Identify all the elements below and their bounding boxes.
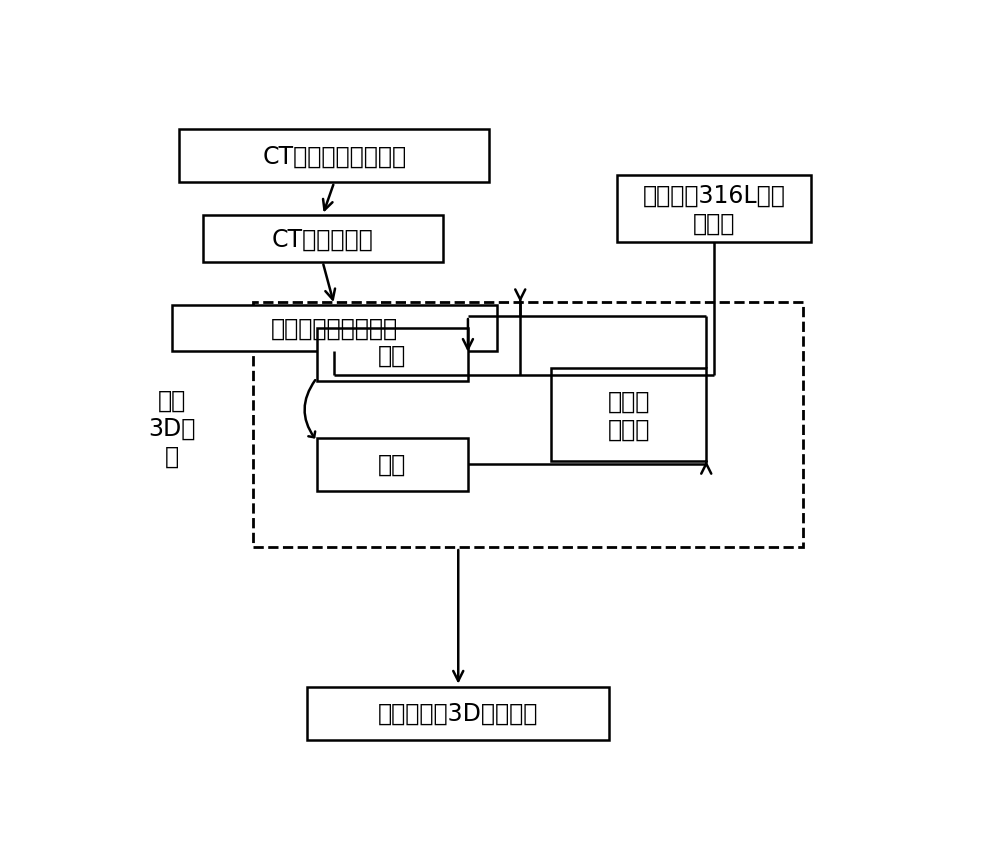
Bar [617, 177, 811, 243]
Text: CT图像扫描与预处理: CT图像扫描与预处理 [262, 145, 406, 169]
Text: 刮粉: 刮粉 [378, 344, 406, 368]
Bar [317, 329, 468, 381]
Bar [202, 216, 443, 263]
Text: 激光
3D打
印: 激光 3D打 印 [148, 388, 195, 468]
Bar [253, 302, 803, 548]
FancyArrowPatch shape [305, 381, 315, 437]
Bar [172, 306, 497, 352]
Text: 铺平: 铺平 [378, 453, 406, 477]
Text: 处理后的316L不锈
钢粉末: 处理后的316L不锈 钢粉末 [643, 183, 785, 235]
Text: 激光扫
描熔化: 激光扫 描熔化 [608, 389, 650, 441]
Text: CT图像的分割: CT图像的分割 [272, 227, 374, 251]
Bar [307, 687, 609, 740]
Bar [317, 438, 468, 491]
Text: 完成不锈钢3D打印成品: 完成不锈钢3D打印成品 [378, 701, 538, 725]
Bar [179, 130, 489, 183]
Bar [551, 369, 706, 461]
Text: 骨结构三维模型构建: 骨结构三维模型构建 [271, 317, 398, 341]
